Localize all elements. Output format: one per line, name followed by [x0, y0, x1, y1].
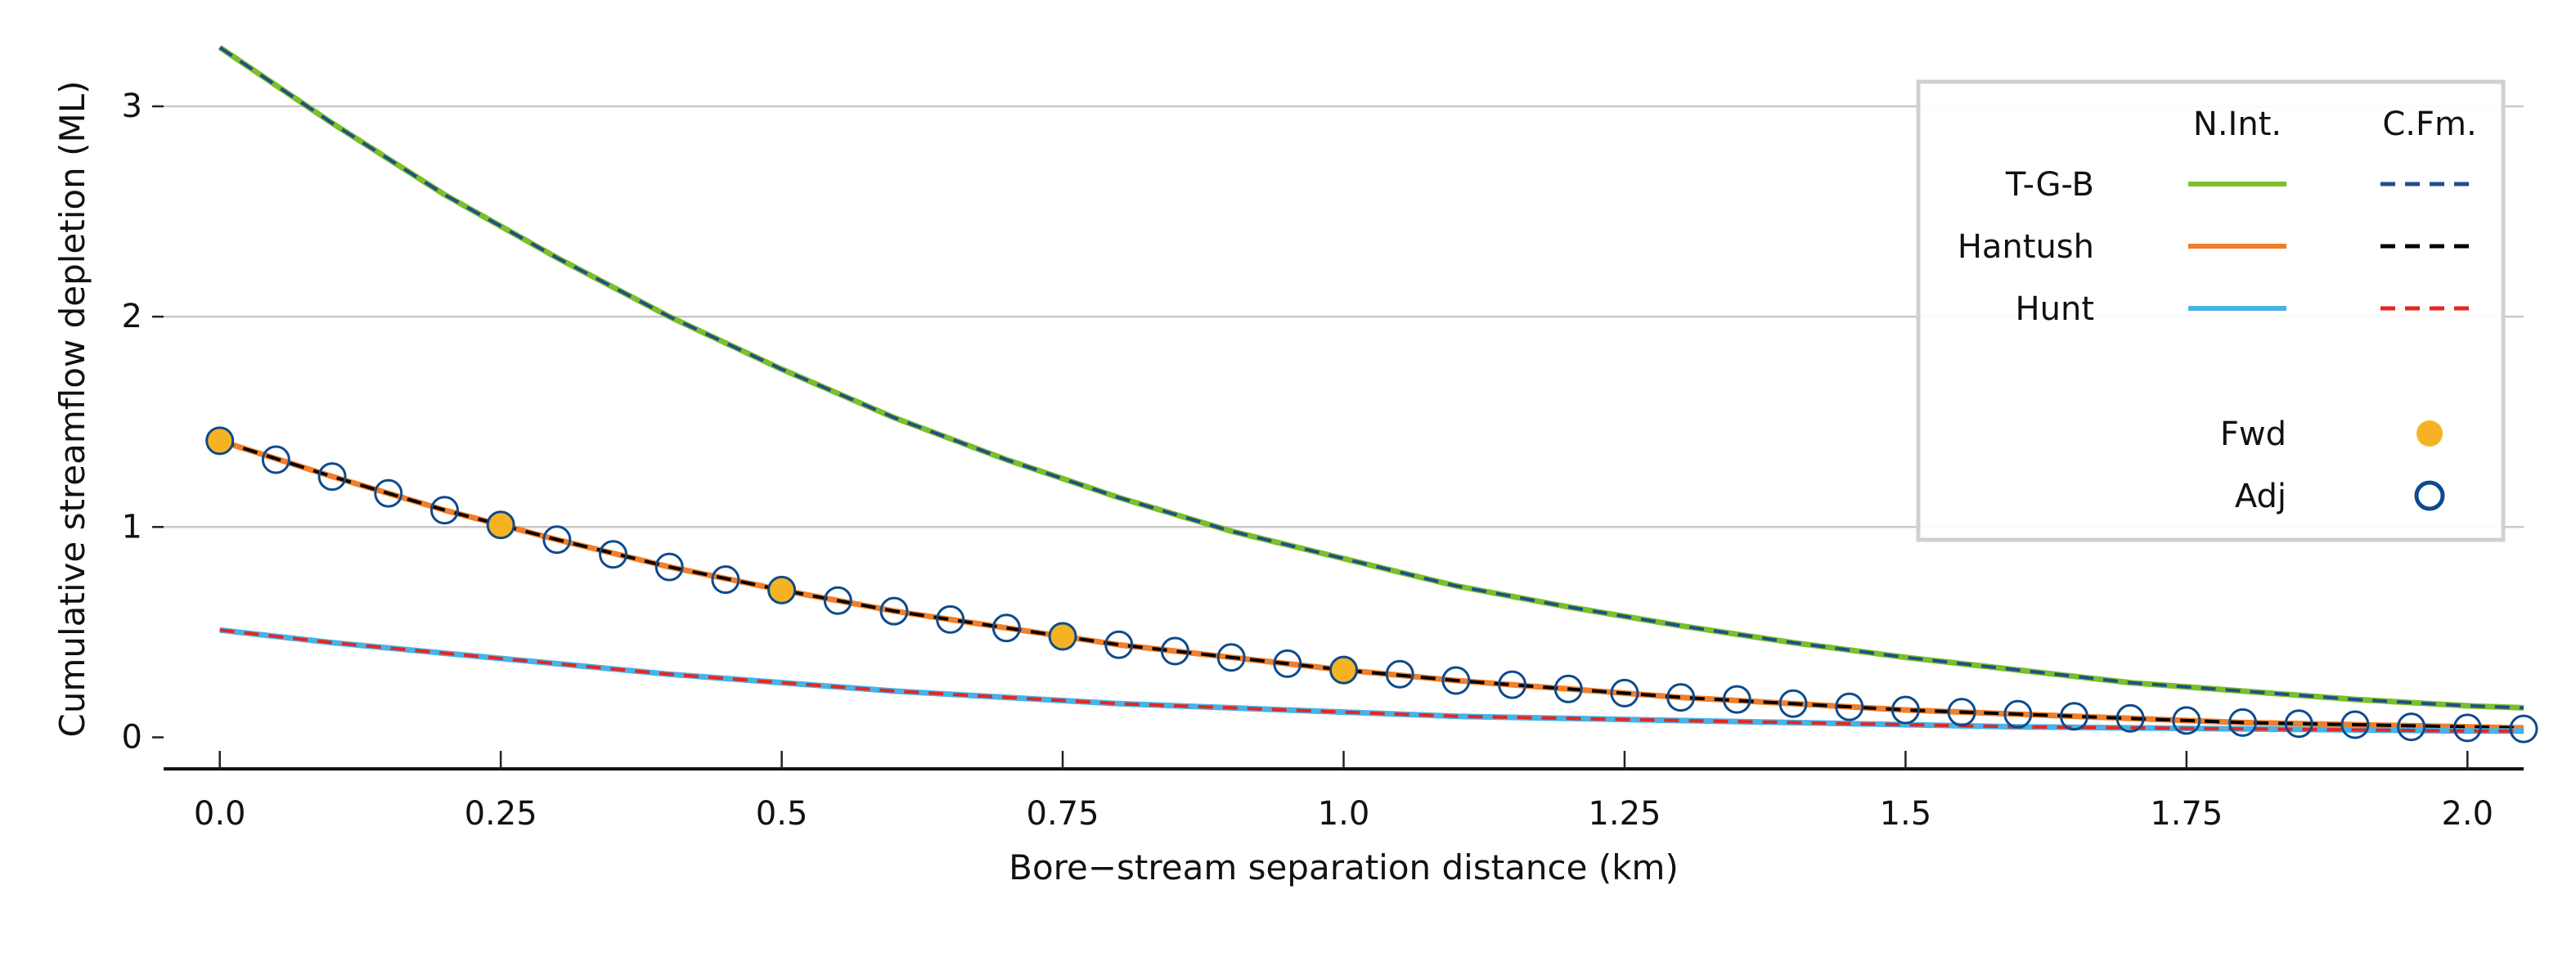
x-axis-label: Bore−stream separation distance (km) — [1009, 847, 1679, 887]
legend-marker-adj — [2414, 480, 2445, 511]
legend-label-hunt: Hunt — [2016, 290, 2094, 328]
adj-marker — [1610, 678, 1639, 708]
series-line-cfm-t-g-b — [218, 46, 2524, 710]
adj-marker — [2397, 712, 2426, 742]
adj-marker — [261, 445, 290, 474]
adj-marker — [2228, 708, 2258, 737]
adj-marker — [2509, 714, 2538, 744]
adj-marker — [374, 479, 403, 508]
adj-marker — [429, 496, 459, 525]
y-axis-label: Cumulative streamflow depletion (ML) — [52, 81, 92, 738]
adj-marker — [2284, 709, 2313, 739]
adj-marker — [1216, 643, 1246, 672]
series-line-cfm-hantush — [219, 438, 2524, 730]
adj-marker — [1048, 622, 1077, 651]
x-tick-label-0: 0.0 — [194, 795, 246, 833]
y-tick-label-3: 3 — [122, 88, 142, 125]
fwd-marker — [769, 577, 794, 603]
series-lines — [218, 45, 2524, 735]
adj-marker — [1778, 689, 1808, 718]
legend-col-header-nint: N.Int. — [2193, 106, 2282, 143]
adj-marker — [2340, 710, 2370, 739]
adj-marker — [879, 596, 909, 626]
x-tick-label-8: 2.0 — [2441, 795, 2493, 833]
adj-marker — [2003, 699, 2033, 729]
adj-marker — [1947, 698, 1976, 727]
adj-marker — [2172, 706, 2201, 735]
fwd-marker — [1331, 658, 1356, 683]
adj-marker — [1273, 649, 1302, 678]
adj-marker — [1498, 670, 1527, 699]
adj-marker — [1666, 683, 1696, 712]
adj-marker — [317, 462, 347, 492]
adj-marker — [1104, 630, 1134, 659]
tick-labels: 0 1 2 3 0.0 0.25 0.5 0.75 1.0 1.25 1.5 1.75 2.0 — [122, 88, 2494, 833]
adj-marker — [486, 510, 515, 540]
adj-marker — [2059, 702, 2088, 731]
adj-marker — [1441, 666, 1471, 695]
legend-label-adj: Adj — [2235, 478, 2286, 515]
series-line-nint-hunt — [219, 627, 2524, 735]
adj-marker — [823, 586, 852, 615]
adj-marker — [1385, 659, 1414, 689]
adj-marker — [1160, 636, 1189, 666]
legend-rows: T-G-B Hantush Hunt — [1958, 166, 2479, 328]
adj-marker — [205, 426, 235, 456]
adj-marker — [542, 525, 572, 555]
legend: N.Int. C.Fm. T-G-B Hantush Hunt Fwd Adj — [1916, 79, 2506, 542]
adj-marker — [2452, 713, 2482, 743]
legend-label-fwd: Fwd — [2220, 416, 2286, 453]
adj-marker — [2115, 703, 2145, 733]
adj-marker — [1722, 685, 1751, 714]
adj-marker — [599, 540, 628, 569]
y-tick-label-1: 1 — [122, 508, 142, 546]
y-tick-label-0: 0 — [122, 718, 142, 756]
legend-label-hantush: Hantush — [1958, 228, 2094, 266]
legend-markers: Fwd Adj — [2220, 416, 2445, 515]
adj-marker — [711, 565, 740, 595]
x-tick-label-3: 0.75 — [1027, 795, 1099, 833]
data-markers — [205, 426, 2538, 744]
adj-marker — [767, 575, 797, 604]
adj-marker — [991, 613, 1021, 643]
series-line-cfm-hunt — [219, 628, 2524, 733]
legend-label-t-g-b: T-G-B — [2005, 166, 2094, 204]
x-tick-label-2: 0.5 — [756, 795, 808, 833]
fwd-marker — [488, 512, 514, 537]
adj-marker — [654, 552, 684, 582]
adj-marker — [1553, 674, 1583, 703]
x-tick-label-1: 0.25 — [465, 795, 537, 833]
x-tick-label-7: 1.75 — [2150, 795, 2223, 833]
adj-marker — [1329, 655, 1358, 685]
legend-col-header-cfm: C.Fm. — [2382, 106, 2476, 143]
x-tick-label-4: 1.0 — [1318, 795, 1370, 833]
fwd-marker — [1050, 624, 1076, 649]
x-tick-label-5: 1.25 — [1588, 795, 1661, 833]
y-tick-label-2: 2 — [122, 298, 142, 335]
x-tick-label-6: 1.5 — [1880, 795, 1932, 833]
adj-marker — [1890, 695, 1920, 725]
fwd-marker — [207, 428, 232, 453]
legend-marker-fwd — [2416, 420, 2443, 447]
adj-marker — [1835, 692, 1864, 721]
adj-marker — [936, 604, 965, 634]
